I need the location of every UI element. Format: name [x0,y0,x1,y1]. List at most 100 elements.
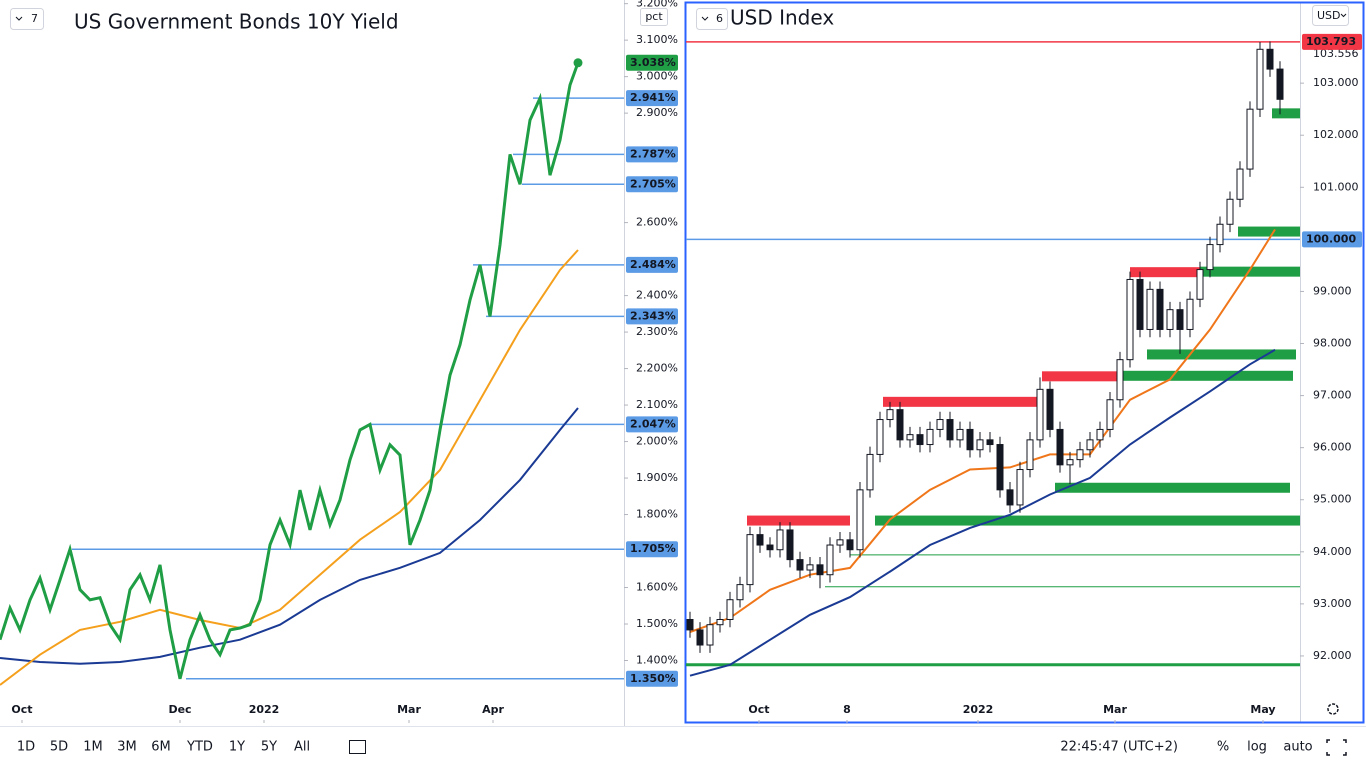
candle-body [1116,359,1124,401]
y-tick-label: 2.600% [636,216,678,229]
range-button[interactable]: 1Y [229,740,245,755]
y-tick-label: 2.300% [636,325,678,338]
zone [1130,267,1200,278]
zone [1042,371,1117,382]
chart-title: US Government Bonds 10Y Yield [74,10,399,34]
percent-toggle[interactable]: % [1217,740,1229,755]
x-tick-label: 8 [843,703,851,716]
range-button[interactable]: 6M [151,740,171,755]
y-tick-label: 99.000 [1313,284,1352,297]
candle-body [896,409,904,441]
price-tag [1302,231,1362,248]
series-line [0,407,579,665]
candle-body [816,564,824,576]
x-tick-label: May [1250,703,1275,716]
log-toggle[interactable]: log [1247,740,1267,755]
settings-icon[interactable] [1327,703,1339,715]
compare-icon[interactable] [349,740,366,754]
candle-body [1266,48,1274,70]
candle-body [1046,388,1054,430]
y-tick-label: 94.000 [1313,545,1352,558]
y-tick-label: 2.400% [636,289,678,302]
indicator-button[interactable] [696,8,728,30]
price-tag [626,541,678,558]
candle-body [986,439,994,446]
candle-body [996,444,1004,491]
y-tick-label: 95.000 [1313,493,1352,506]
candle-body [1246,108,1254,170]
candle-body [1026,439,1034,471]
candle-body [1036,388,1044,441]
y-tick-label: 97.000 [1313,389,1352,402]
fullscreen-icon[interactable] [1326,739,1347,756]
x-tick-label: Dec [168,703,191,716]
candle-body [786,529,794,561]
candle-body [1216,223,1224,246]
candle-body [916,434,924,446]
zone [1272,108,1300,119]
y-tick-label: 101.000 [1313,180,1359,193]
price-tag-label: 2.705% [630,177,676,190]
range-button[interactable]: YTD [186,740,213,755]
candle-body [1096,428,1104,441]
x-tick-label: 2022 [963,703,994,716]
range-button[interactable]: All [294,740,310,755]
price-tag-label: 2.484% [630,258,676,271]
price-tag [626,308,678,325]
price-tag-label: 103.793 [1306,35,1356,48]
range-button[interactable]: 5D [50,740,68,755]
currency-label: USD [1317,9,1341,22]
zone [1117,370,1293,381]
x-tick-label: Oct [11,703,32,716]
candle-body [1186,298,1194,330]
indicator-button[interactable] [10,8,44,30]
currency-button[interactable] [1312,5,1349,26]
y-tick-label: 92.000 [1313,649,1352,662]
range-button[interactable]: 1D [17,740,35,755]
price-tag-label: 2.343% [630,309,676,322]
price-tag-label: 100.000 [1306,232,1356,245]
candle-body [706,624,714,646]
candle-body [776,529,784,551]
zone [875,515,1300,526]
chevron [15,16,23,21]
candle-body [1276,68,1284,100]
candle-body [1196,269,1204,300]
y-tick-label: 93.000 [1313,597,1352,610]
range-button[interactable]: 3M [117,740,137,755]
zone [747,515,850,526]
candle-body [856,489,864,551]
y-tick-label: 2.000% [636,435,678,448]
candle-body [1016,469,1024,506]
price-tag-label: 1.705% [630,542,676,555]
active-panel-border [684,1,1365,724]
price-tag [626,54,678,71]
x-tick-label: 2022 [249,703,280,716]
candle-body [1166,309,1174,330]
x-tick-label: Apr [482,703,504,716]
candle-body [966,428,974,451]
candle-body [1066,459,1074,466]
x-tick-label: Mar [397,703,421,716]
candle-body [756,534,764,546]
candle-body [876,419,884,455]
candle-body [956,428,964,441]
price-tag-label: 2.941% [630,91,676,104]
zone [1238,226,1300,237]
range-button[interactable]: 5Y [261,740,277,755]
y-tick-label: 1.500% [636,617,678,630]
y-tick-label: 3.100% [636,33,678,46]
range-button[interactable]: 1M [83,740,103,755]
price-tag [626,670,678,687]
y-tick-label: 3.000% [636,70,678,83]
candle-body [1126,278,1134,361]
series-line [689,228,1276,633]
candle-body [1236,168,1244,200]
zone [1055,482,1290,493]
candle-body [836,539,844,546]
candle-body [766,544,774,551]
y-tick-label: 1.600% [636,581,678,594]
indicator-count: 6 [716,12,723,25]
auto-toggle[interactable]: auto [1283,740,1312,755]
